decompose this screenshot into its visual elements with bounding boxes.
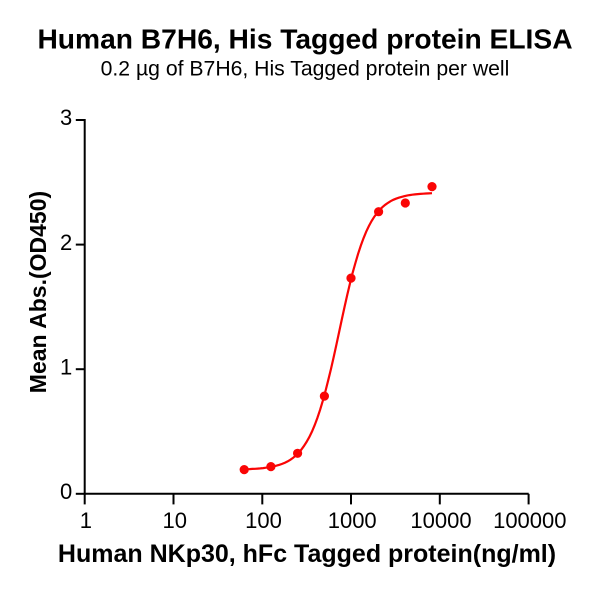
svg-text:Mean Abs.(OD450): Mean Abs.(OD450) — [25, 191, 51, 393]
svg-text:0.2 µg of B7H6, His Tagged pro: 0.2 µg of B7H6, His Tagged protein per w… — [101, 58, 510, 81]
svg-text:10000: 10000 — [410, 508, 471, 533]
svg-text:100000: 100000 — [493, 508, 566, 533]
svg-text:3: 3 — [60, 105, 72, 130]
svg-text:0: 0 — [60, 479, 72, 504]
svg-text:Human B7H6, His Tagged protein: Human B7H6, His Tagged protein ELISA — [37, 23, 572, 55]
svg-text:1: 1 — [80, 508, 92, 533]
svg-text:10: 10 — [162, 508, 186, 533]
svg-text:Human NKp30, hFc Tagged protei: Human NKp30, hFc Tagged protein(ng/ml) — [58, 540, 556, 568]
svg-text:1000: 1000 — [328, 508, 377, 533]
svg-text:1: 1 — [60, 354, 72, 379]
svg-text:100: 100 — [245, 508, 282, 533]
svg-text:2: 2 — [60, 230, 72, 255]
